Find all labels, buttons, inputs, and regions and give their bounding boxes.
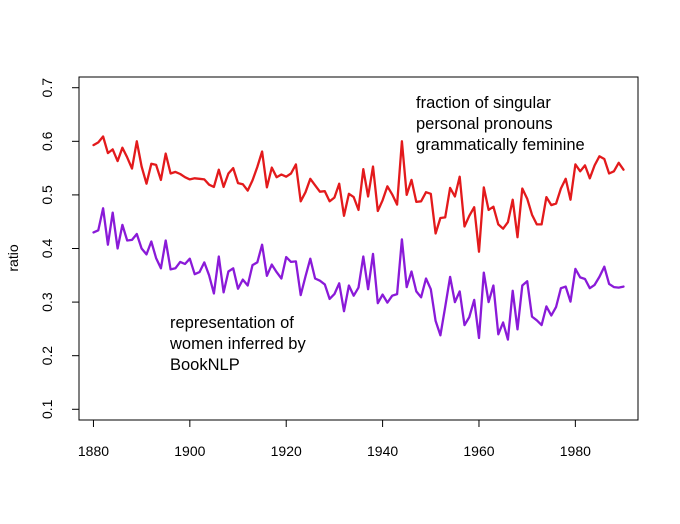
series-layer bbox=[92, 135, 625, 341]
x-tick-label: 1920 bbox=[271, 443, 302, 459]
y-tick-label: 0.3 bbox=[39, 292, 55, 312]
x-tick-label: 1880 bbox=[78, 443, 109, 459]
x-tick-label: 1980 bbox=[560, 443, 591, 459]
y-tick-label: 0.1 bbox=[39, 399, 55, 419]
x-tick-label: 1900 bbox=[174, 443, 205, 459]
y-tick-label: 0.6 bbox=[39, 131, 55, 151]
x-tick-label: 1940 bbox=[367, 443, 398, 459]
x-axis: 1880 1900 1920 1940 1960 1980 bbox=[78, 419, 591, 459]
annotation-line: representation of bbox=[170, 314, 294, 332]
annotation-line: personal pronouns bbox=[416, 115, 553, 133]
y-axis: 0.1 0.2 0.3 0.4 0.5 0.6 0.7 bbox=[39, 78, 80, 419]
annotation-line: women inferred by bbox=[169, 335, 306, 353]
y-tick-label: 0.4 bbox=[39, 239, 55, 259]
x-tick-label: 1960 bbox=[463, 443, 494, 459]
y-tick-label: 0.7 bbox=[39, 78, 55, 98]
annotation-line: grammatically feminine bbox=[416, 136, 585, 154]
y-axis-title: ratio bbox=[5, 244, 21, 271]
y-tick-label: 0.2 bbox=[39, 346, 55, 366]
series-line-0 bbox=[92, 135, 625, 253]
annotation-booknlp: representation of women inferred by Book… bbox=[169, 314, 310, 374]
annotation-line: BookNLP bbox=[170, 356, 240, 374]
series-line-1 bbox=[92, 207, 625, 341]
y-tick-label: 0.5 bbox=[39, 185, 55, 205]
annotation-line: fraction of singular bbox=[416, 94, 551, 112]
annotation-feminine-pronouns: fraction of singular personal pronouns g… bbox=[416, 94, 585, 154]
